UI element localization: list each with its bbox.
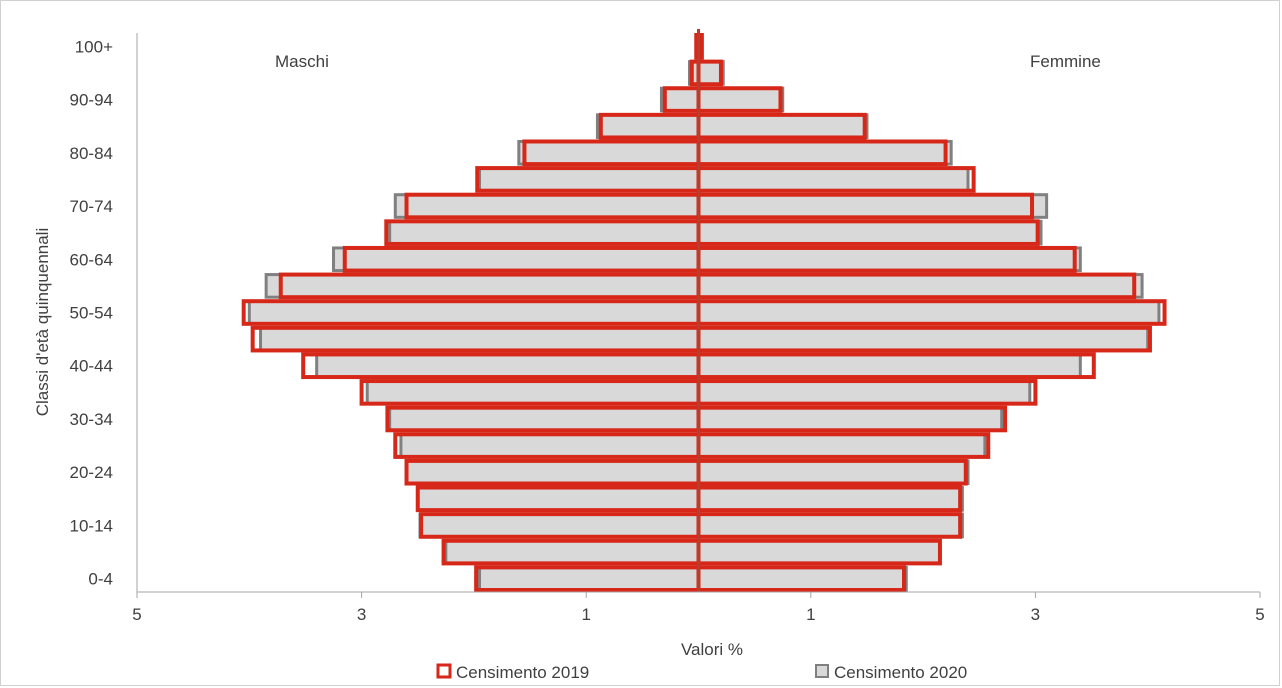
y-axis-ticks: 0-4 10-14 20-24 30-34 40-44 50-54 60-64 70-74 80… [70, 37, 114, 588]
y-tick-label-0-4: 0-4 [88, 570, 113, 589]
bar-2020-male-30-34 [388, 406, 700, 432]
maschi-label: Maschi [275, 52, 329, 71]
femmine-label: Femmine [1030, 52, 1101, 71]
x-tick-label-0: 5 [132, 605, 141, 624]
bar-2020-female-75-79 [697, 166, 970, 193]
bar-2020-female-30-34 [697, 406, 1004, 432]
y-tick-label-90-94: 90-94 [70, 91, 113, 110]
x-axis-title: Valori % [681, 640, 743, 659]
bar-2020-male-0-4 [478, 565, 701, 592]
series-2020-bars [247, 33, 1161, 592]
bar-2020-female-0-4 [697, 565, 908, 592]
bar-2020-male-35-39 [365, 379, 700, 406]
bar-2020-female-25-29 [697, 432, 987, 459]
bar-2020-male-80-84 [517, 139, 700, 166]
bar-2020-male-45-49 [259, 326, 700, 352]
bar-2020-female-5-9 [697, 539, 942, 565]
y-tick-label-50-54: 50-54 [70, 304, 113, 323]
legend-swatch-2019 [436, 663, 452, 679]
bar-2020-male-65-69 [388, 219, 700, 246]
bar-2020-male-10-14 [418, 512, 700, 539]
x-axis-ticks: 5 3 1 1 3 5 [132, 592, 1265, 624]
bar-2020-female-15-19 [697, 486, 964, 512]
bar-2020-female-20-24 [697, 459, 970, 486]
bar-2020-male-5-9 [444, 539, 701, 565]
legend-entry-2019[interactable]: Censimento 2019 [436, 663, 589, 682]
bar-2020-female-70-74 [697, 193, 1049, 219]
y-tick-label-100+: 100+ [75, 37, 113, 56]
legend-entry-2020[interactable]: Censimento 2020 [815, 663, 967, 682]
x-tick-label-4: 3 [1031, 605, 1040, 624]
bar-2020-male-55-59 [264, 273, 700, 299]
legend: Censimento 2019 Censimento 2020 [436, 663, 967, 682]
y-axis-title: Classi d'età quinquennali [33, 228, 52, 417]
bar-2020-female-10-14 [697, 512, 964, 539]
legend-label-2019: Censimento 2019 [456, 663, 589, 682]
bar-2020-male-70-74 [393, 193, 700, 219]
bar-2020-male-50-54 [247, 299, 701, 326]
y-tick-label-20-24: 20-24 [70, 463, 113, 482]
bar-2020-female-45-49 [697, 326, 1150, 352]
bar-2020-male-60-64 [332, 246, 700, 273]
y-tick-label-40-44: 40-44 [70, 357, 113, 376]
y-tick-label-70-74: 70-74 [70, 197, 113, 216]
bar-2020-female-90-94 [697, 86, 785, 113]
x-tick-label-1: 3 [357, 605, 366, 624]
y-tick-label-80-84: 80-84 [70, 144, 113, 163]
y-tick-label-30-34: 30-34 [70, 410, 113, 429]
bar-2020-male-90-94 [659, 86, 700, 113]
legend-label-2020: Censimento 2020 [834, 663, 967, 682]
bar-2020-female-60-64 [697, 246, 1082, 273]
bar-2020-female-80-84 [697, 139, 953, 166]
x-tick-label-5: 5 [1255, 605, 1264, 624]
bar-2020-female-55-59 [697, 273, 1144, 299]
bar-2020-female-40-44 [697, 352, 1082, 379]
bar-2020-male-40-44 [315, 352, 700, 379]
bar-2020-male-25-29 [399, 432, 700, 459]
bar-2020-female-50-54 [697, 299, 1161, 326]
y-tick-label-60-64: 60-64 [70, 250, 113, 269]
bar-2020-male-20-24 [405, 459, 700, 486]
bar-2020-male-75-79 [478, 166, 701, 193]
bar-2020-male-85-89 [595, 113, 700, 139]
bar-2020-female-35-39 [697, 379, 1032, 406]
legend-swatch-2020 [815, 664, 829, 678]
bar-2020-female-85-89 [697, 113, 869, 139]
bar-2020-female-65-69 [697, 219, 1043, 246]
y-tick-label-10-14: 10-14 [70, 516, 113, 535]
bar-2020-male-15-19 [416, 486, 700, 512]
x-tick-label-3: 1 [806, 605, 815, 624]
x-tick-label-2: 1 [581, 605, 590, 624]
